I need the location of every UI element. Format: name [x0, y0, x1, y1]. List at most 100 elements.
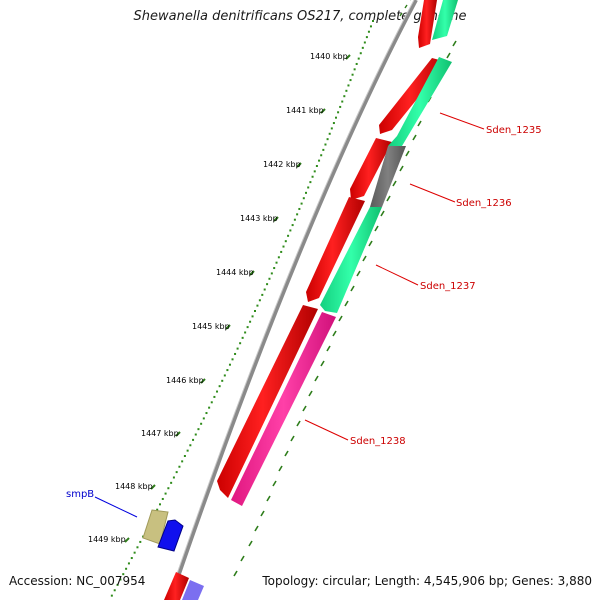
minor-tick: [339, 105, 342, 108]
gene-reverse-sden-1237[interactable]: [320, 207, 382, 313]
minor-tick: [261, 293, 264, 296]
minor-tick: [322, 148, 325, 151]
genome-summary-text: Topology: circular; Length: 4,545,906 bp…: [262, 574, 592, 588]
major-tick: [320, 108, 326, 114]
inner-tick: [326, 345, 331, 352]
minor-tick: [234, 352, 237, 355]
minor-tick: [351, 73, 354, 76]
inner-tick: [240, 555, 245, 562]
minor-tick: [110, 594, 113, 597]
minor-tick: [282, 245, 285, 248]
minor-tick: [365, 36, 368, 39]
inner-tick: [260, 510, 265, 517]
minor-tick-track: [110, 20, 374, 597]
accession-text: Accession: NC_007954: [9, 574, 146, 588]
minor-tick: [284, 240, 287, 243]
minor-tick: [178, 465, 181, 468]
minor-tick: [228, 363, 231, 366]
minor-tick: [236, 347, 239, 350]
gene-reverse-2[interactable]: [388, 57, 452, 146]
minor-tick: [175, 471, 178, 474]
minor-tick: [136, 546, 139, 549]
gene-label-sden-1238[interactable]: Sden_1238: [350, 436, 406, 447]
minor-tick: [244, 331, 247, 334]
inner-tick: [404, 4, 408, 9]
scale-label: 1448 kbp: [115, 482, 153, 491]
gene-reverse-sden-1236[interactable]: [370, 146, 406, 207]
callout-line-sden-1235: [439, 112, 485, 130]
scale-label: 1440 kbp: [310, 52, 348, 61]
inner-tick: [338, 315, 343, 322]
gene-label-sden-1235[interactable]: Sden_1235: [486, 125, 542, 136]
inner-tick: [248, 540, 253, 547]
minor-tick: [330, 127, 333, 130]
gene-forward-3[interactable]: [350, 138, 392, 200]
minor-tick: [372, 20, 374, 22]
callout-line-sden-1236: [409, 183, 456, 203]
minor-tick: [270, 272, 273, 275]
minor-tick: [189, 444, 192, 447]
minor-tick: [218, 385, 221, 388]
inner-tick: [344, 300, 349, 307]
minor-tick: [116, 583, 119, 586]
minor-tick: [172, 476, 175, 479]
gene-forward-6[interactable]: [164, 572, 189, 600]
minor-tick: [355, 62, 358, 65]
minor-tick: [291, 224, 294, 227]
inner-tick: [332, 330, 337, 337]
minor-tick: [335, 116, 337, 119]
minor-tick: [210, 401, 213, 404]
scale-label: 1446 kbp: [166, 376, 204, 385]
minor-tick: [170, 481, 173, 484]
gene-forward-4[interactable]: [306, 197, 365, 302]
major-tick: [345, 54, 351, 60]
minor-tick: [251, 315, 254, 318]
minor-tick: [159, 503, 161, 506]
inner-tick: [350, 285, 355, 292]
minor-tick: [280, 250, 283, 253]
gene-label-sden-1236[interactable]: Sden_1236: [456, 198, 512, 209]
minor-tick: [183, 455, 186, 457]
minor-tick: [324, 143, 327, 146]
gene-label-sden-1237[interactable]: Sden_1237: [420, 281, 476, 292]
minor-tick: [318, 159, 321, 162]
minor-tick: [363, 41, 366, 44]
gene-smpb[interactable]: [157, 519, 184, 552]
gene-forward-5[interactable]: [217, 305, 318, 498]
inner-tick: [399, 12, 403, 17]
gene-reverse-8[interactable]: [182, 580, 204, 600]
minor-tick: [254, 310, 256, 312]
minor-tick: [293, 218, 296, 221]
callout-line-sden-1237: [375, 264, 419, 286]
gene-label-smpb[interactable]: smpB: [66, 489, 94, 500]
gene-reverse-1[interactable]: [432, 0, 458, 40]
minor-tick: [113, 589, 116, 592]
scale-label: 1442 kbp: [263, 160, 301, 169]
minor-tick: [133, 551, 136, 554]
inner-tick: [446, 52, 451, 59]
minor-tick: [313, 170, 316, 173]
minor-tick: [167, 487, 170, 490]
inner-tick: [308, 390, 313, 397]
gene-forward-1[interactable]: [418, 0, 437, 48]
inner-tick: [320, 360, 325, 367]
minor-tick: [208, 406, 211, 409]
inner-tick: [392, 180, 397, 187]
inner-tick: [302, 405, 307, 412]
gene-reverse-sden-1238[interactable]: [231, 312, 336, 506]
minor-tick: [347, 84, 350, 87]
minor-tick: [273, 267, 276, 270]
minor-tick: [320, 154, 323, 157]
minor-tick: [302, 197, 305, 200]
major-tick: [225, 324, 231, 330]
inner-tick: [272, 480, 277, 487]
minor-tick: [289, 229, 292, 232]
inner-tick: [296, 420, 301, 427]
minor-tick: [345, 89, 348, 92]
callout-line-sden-1238: [304, 419, 349, 441]
minor-tick: [164, 492, 167, 495]
minor-tick: [305, 191, 308, 194]
minor-tick: [139, 540, 142, 543]
minor-tick: [119, 578, 122, 581]
